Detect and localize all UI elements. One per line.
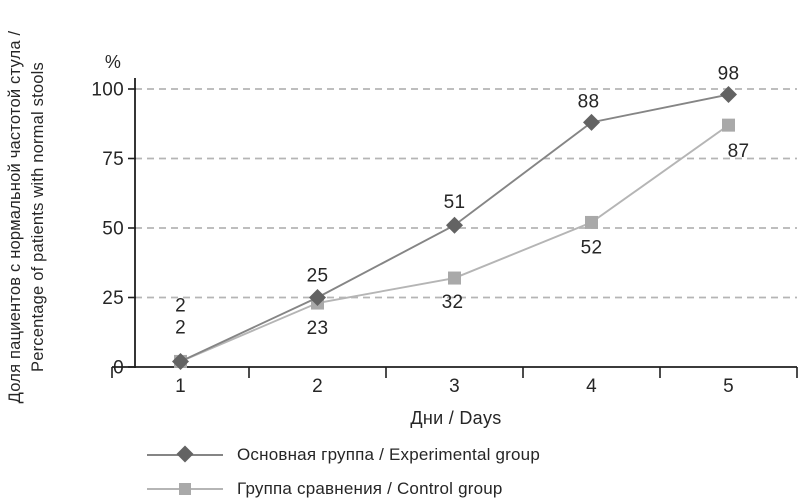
y-tick-label: 25 (102, 288, 124, 309)
legend: Основная группа / Experimental group Гру… (147, 438, 540, 498)
x-tick-label: 1 (175, 376, 186, 397)
data-label: 52 (581, 237, 603, 258)
data-label: 25 (307, 266, 329, 287)
series-marker-diamond (583, 113, 600, 131)
x-tick-label: 4 (586, 376, 597, 397)
y-tick-label: 50 (102, 219, 124, 240)
x-tick-label: 5 (723, 376, 734, 397)
legend-label-control: Группа сравнения / Control group (237, 479, 503, 498)
series-marker-diamond (309, 289, 326, 306)
data-label: 32 (442, 292, 464, 313)
square-marker-icon (179, 483, 191, 495)
diamond-marker-icon (176, 445, 194, 463)
series-line-1 (180, 124, 730, 363)
x-tick-label: 2 (312, 376, 323, 397)
data-label: 87 (728, 141, 750, 162)
series-marker-square (585, 215, 598, 229)
series-marker-square (448, 271, 461, 285)
y-tick-label: 75 (102, 149, 124, 170)
series-marker-diamond (720, 86, 737, 104)
legend-line-experimental (147, 445, 223, 463)
data-label: 51 (444, 192, 466, 213)
series-marker-square (722, 118, 735, 132)
percent-label: % (105, 52, 121, 72)
legend-item-experimental-group: Основная группа / Experimental group (147, 438, 540, 472)
data-label: 23 (307, 318, 329, 339)
legend-line-control (147, 483, 223, 495)
series-marker-diamond (172, 352, 189, 370)
data-label: 2 (175, 317, 186, 338)
data-label: 98 (718, 64, 740, 85)
legend-item-control-group: Группа сравнения / Control group (147, 472, 540, 498)
data-label: 88 (578, 91, 600, 112)
legend-label-experimental: Основная группа / Experimental group (237, 445, 540, 464)
y-tick-label: 100 (91, 80, 124, 101)
y-tick-label: 0 (113, 358, 124, 379)
series-marker-diamond (446, 216, 463, 234)
x-tick-label: 3 (449, 376, 460, 397)
x-axis-title: Дни / Days (410, 408, 501, 428)
data-label: 2 (175, 295, 186, 316)
